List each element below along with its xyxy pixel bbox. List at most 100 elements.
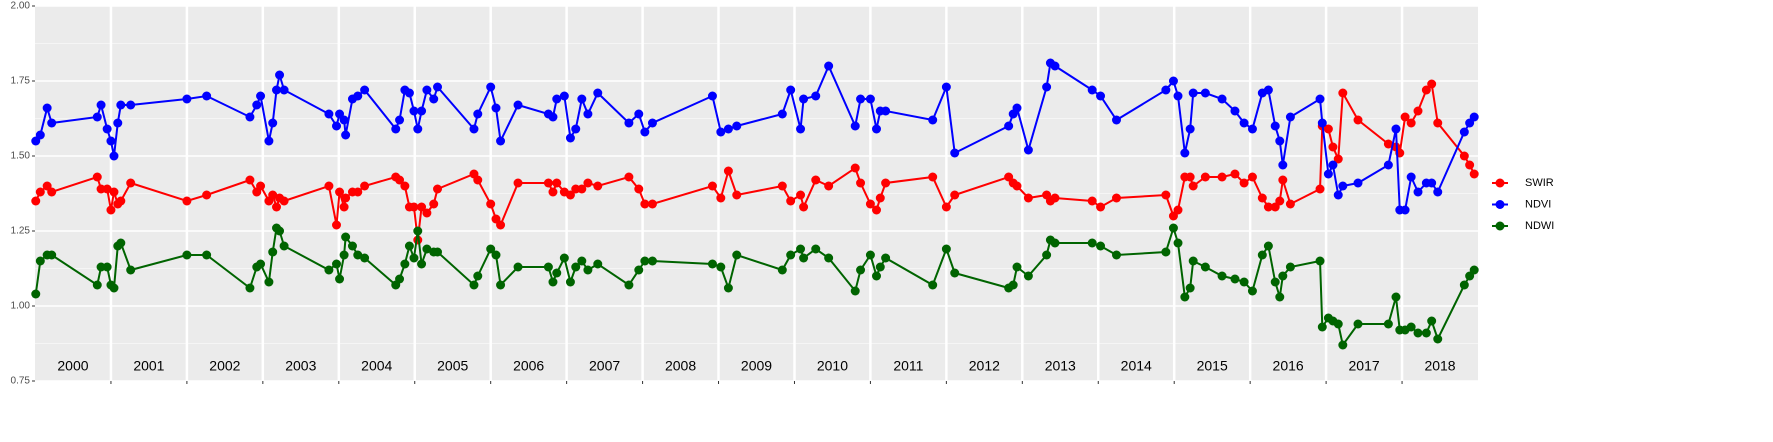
year-label: 2007 [589, 358, 620, 374]
data-point [865, 199, 875, 209]
data-point [275, 70, 285, 80]
data-point [513, 262, 523, 272]
data-point [496, 136, 506, 146]
data-point [268, 118, 278, 128]
y-tick-label: 1.25 [11, 226, 31, 237]
data-point [335, 187, 345, 197]
data-point [245, 175, 255, 185]
data-point [433, 247, 443, 257]
data-point [1230, 274, 1240, 284]
data-point [1427, 178, 1437, 188]
data-point [47, 250, 57, 260]
data-point [1111, 193, 1121, 203]
data-point [624, 172, 634, 182]
data-point [422, 244, 432, 254]
data-point [339, 115, 349, 125]
year-label: 2009 [741, 358, 772, 374]
data-point [1263, 241, 1273, 251]
data-point [1188, 256, 1198, 266]
data-point [1096, 241, 1106, 251]
data-point [400, 181, 410, 191]
data-point [335, 274, 345, 284]
data-point [1406, 118, 1416, 128]
data-point [647, 118, 657, 128]
data-point [1285, 199, 1295, 209]
data-point [1230, 169, 1240, 179]
data-point [799, 94, 809, 104]
data-point [102, 124, 112, 134]
data-point [486, 82, 496, 92]
data-point [1427, 79, 1437, 89]
data-point [850, 163, 860, 173]
data-point [106, 205, 116, 215]
data-point [360, 253, 370, 263]
data-point [647, 256, 657, 266]
data-point [256, 259, 266, 269]
data-point [353, 187, 363, 197]
data-point [102, 184, 112, 194]
y-tick-label: 1.75 [11, 76, 31, 87]
data-point [1433, 334, 1443, 344]
data-point [353, 250, 363, 260]
year-label: 2003 [285, 358, 316, 374]
data-point [856, 94, 866, 104]
data-point [469, 280, 479, 290]
data-point [565, 277, 575, 287]
data-point [1433, 187, 1443, 197]
data-point [409, 253, 419, 263]
data-point [1012, 181, 1022, 191]
data-point [1096, 202, 1106, 212]
data-point [1333, 154, 1343, 164]
data-point [723, 166, 733, 176]
data-point [1459, 151, 1469, 161]
data-point [723, 283, 733, 293]
data-point [422, 208, 432, 218]
data-point [1383, 139, 1393, 149]
data-point [583, 109, 593, 119]
data-point [486, 244, 496, 254]
data-point [1323, 124, 1333, 134]
data-point [1257, 193, 1267, 203]
data-point [571, 124, 581, 134]
data-point [1323, 169, 1333, 179]
data-point [272, 85, 282, 95]
data-point [777, 181, 787, 191]
data-point [824, 253, 834, 263]
data-point [31, 289, 41, 299]
year-label: 2002 [209, 358, 240, 374]
data-point [491, 103, 501, 113]
data-point [1217, 94, 1227, 104]
data-point [1180, 148, 1190, 158]
data-point [1185, 283, 1195, 293]
year-label: 2018 [1424, 358, 1455, 374]
data-point [1391, 124, 1401, 134]
year-label: 2016 [1273, 358, 1304, 374]
data-point [109, 283, 119, 293]
data-point [1263, 202, 1273, 212]
year-label: 2012 [969, 358, 1000, 374]
data-point [360, 181, 370, 191]
series-line [34, 224, 1475, 348]
year-label: 2015 [1197, 358, 1228, 374]
data-point [339, 250, 349, 260]
data-point [732, 250, 742, 260]
data-point [1383, 160, 1393, 170]
data-point [347, 241, 357, 251]
data-point [941, 244, 951, 254]
data-point [1111, 250, 1121, 260]
data-point [634, 184, 644, 194]
data-point [1278, 175, 1288, 185]
data-point [1200, 262, 1210, 272]
data-point [92, 280, 102, 290]
data-point [1247, 286, 1257, 296]
data-point [1239, 277, 1249, 287]
data-point [1023, 271, 1033, 281]
data-point [1328, 142, 1338, 152]
data-point [409, 106, 419, 116]
data-point [950, 268, 960, 278]
data-point [513, 100, 523, 110]
data-point [182, 250, 192, 260]
data-point [707, 259, 717, 269]
year-label: 2014 [1121, 358, 1152, 374]
data-point [1185, 172, 1195, 182]
